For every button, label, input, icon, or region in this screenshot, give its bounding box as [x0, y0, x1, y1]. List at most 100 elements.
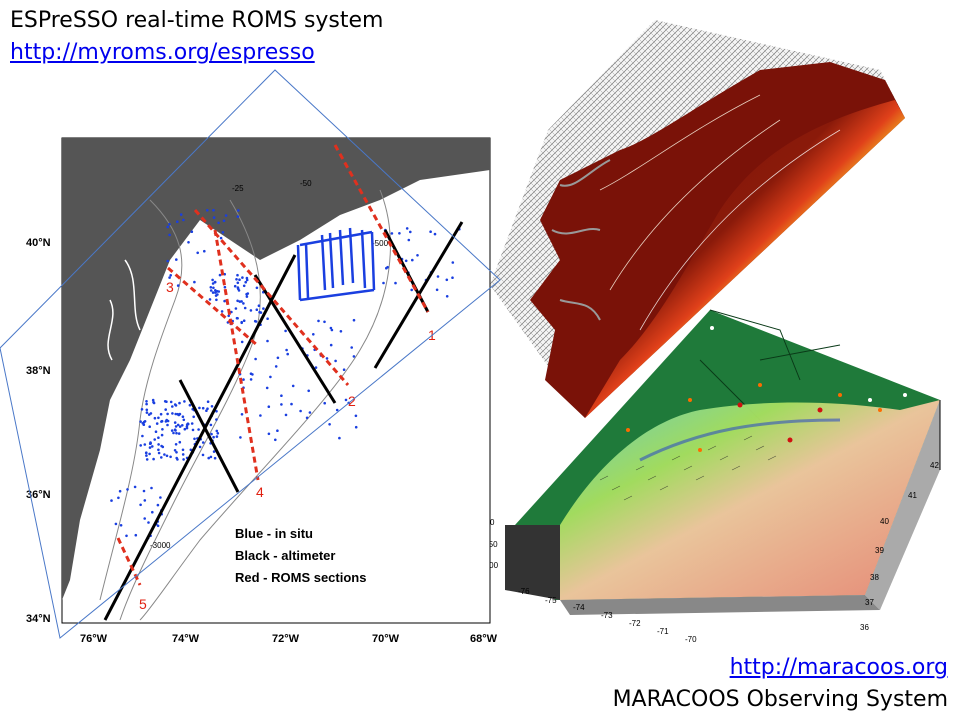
- in-situ-point: [209, 455, 213, 459]
- in-situ-point: [217, 290, 221, 293]
- in-situ-point: [222, 219, 226, 222]
- in-situ-point: [181, 453, 185, 456]
- in-situ-point: [157, 443, 160, 446]
- in-situ-point: [237, 209, 240, 212]
- in-situ-point: [156, 524, 160, 528]
- in-situ-point: [145, 400, 148, 403]
- in-situ-point: [178, 425, 182, 428]
- in-situ-point: [125, 534, 128, 538]
- in-situ-point: [284, 413, 288, 417]
- in-situ-point: [191, 428, 195, 432]
- in-situ-point: [211, 282, 215, 285]
- in-situ-point: [245, 295, 249, 298]
- in-situ-point: [152, 400, 155, 404]
- in-situ-point: [219, 236, 223, 240]
- in-situ-point: [157, 451, 161, 455]
- in-situ-point: [223, 285, 227, 289]
- section-label: 4: [256, 484, 264, 500]
- in-situ-point: [276, 429, 279, 433]
- in-situ-point: [325, 357, 329, 360]
- in-situ-point: [329, 343, 333, 347]
- in-situ-point: [176, 220, 179, 223]
- in-situ-point: [182, 458, 185, 461]
- in-situ-point: [329, 326, 333, 330]
- in-situ-point: [165, 418, 168, 422]
- in-situ-point: [215, 435, 219, 438]
- in-situ-point: [238, 278, 241, 282]
- in-situ-point: [215, 429, 219, 433]
- in-situ-point: [142, 489, 146, 493]
- lat-label: 38°N: [26, 365, 51, 377]
- in-situ-point: [176, 423, 180, 427]
- in-situ-point: [206, 400, 210, 404]
- in-situ-point: [151, 398, 155, 402]
- in-situ-point: [207, 456, 210, 460]
- land-mass: [62, 138, 490, 600]
- in-situ-point: [183, 400, 186, 403]
- in-situ-point: [168, 233, 171, 237]
- in-situ-point: [215, 410, 218, 413]
- in-situ-point: [212, 435, 215, 439]
- in-situ-point: [174, 412, 177, 416]
- in-situ-point: [201, 441, 205, 444]
- maracoos-link[interactable]: http://maracoos.org: [729, 655, 948, 680]
- in-situ-point: [352, 355, 356, 358]
- in-situ-point: [193, 437, 196, 441]
- in-situ-point: [385, 266, 388, 270]
- in-situ-point: [160, 444, 163, 448]
- espresso-link[interactable]: http://myroms.org/espresso: [10, 40, 315, 65]
- lon-tick: -70: [685, 635, 697, 644]
- in-situ-point: [133, 485, 137, 489]
- in-situ-point: [172, 431, 175, 435]
- in-situ-point: [284, 329, 287, 333]
- in-situ-point: [173, 403, 177, 406]
- in-situ-point: [143, 517, 146, 520]
- in-situ-point: [255, 286, 259, 290]
- in-situ-point: [334, 359, 337, 363]
- in-situ-point: [181, 424, 184, 427]
- in-situ-point: [114, 522, 118, 526]
- in-situ-point: [110, 499, 113, 502]
- in-situ-point: [139, 444, 142, 447]
- caption: MARACOOS Observing System: [612, 687, 948, 712]
- in-situ-point: [211, 291, 215, 294]
- in-situ-point: [317, 319, 320, 323]
- in-situ-point: [168, 276, 171, 279]
- in-situ-point: [145, 454, 148, 457]
- in-situ-point: [224, 214, 228, 217]
- latitude-labels: 40°N 38°N 36°N 34°N: [26, 237, 51, 625]
- in-situ-point: [236, 215, 240, 218]
- in-situ-point: [238, 300, 242, 303]
- in-situ-point: [242, 319, 246, 323]
- page-title: ESPreSSO real-time ROMS system: [10, 8, 384, 33]
- in-situ-point: [156, 503, 160, 507]
- legend-altimeter: Black - altimeter: [235, 548, 335, 563]
- in-situ-point: [212, 450, 216, 453]
- in-situ-point: [186, 422, 190, 426]
- in-situ-point: [433, 232, 437, 236]
- in-situ-point: [276, 356, 280, 360]
- lon-label: 74°W: [172, 633, 200, 645]
- in-situ-point: [148, 425, 151, 429]
- in-situ-point: [344, 398, 348, 402]
- contour-label: -500: [372, 239, 389, 248]
- in-situ-point: [436, 275, 440, 278]
- in-situ-point: [350, 346, 354, 349]
- lat-label: 36°N: [26, 489, 51, 501]
- in-situ-point: [235, 278, 238, 281]
- in-situ-point: [139, 420, 142, 423]
- in-situ-point: [169, 274, 172, 277]
- in-situ-point: [163, 453, 166, 456]
- in-situ-point: [236, 281, 240, 285]
- in-situ-point: [176, 458, 179, 461]
- in-situ-point: [239, 436, 242, 439]
- in-situ-point: [217, 221, 220, 225]
- in-situ-point: [192, 415, 195, 419]
- in-situ-point: [206, 407, 209, 411]
- in-situ-point: [147, 521, 150, 524]
- lon-label: 76°W: [80, 633, 108, 645]
- in-situ-point: [390, 232, 394, 235]
- lon-tick: -74: [573, 603, 585, 612]
- in-situ-point: [274, 365, 278, 368]
